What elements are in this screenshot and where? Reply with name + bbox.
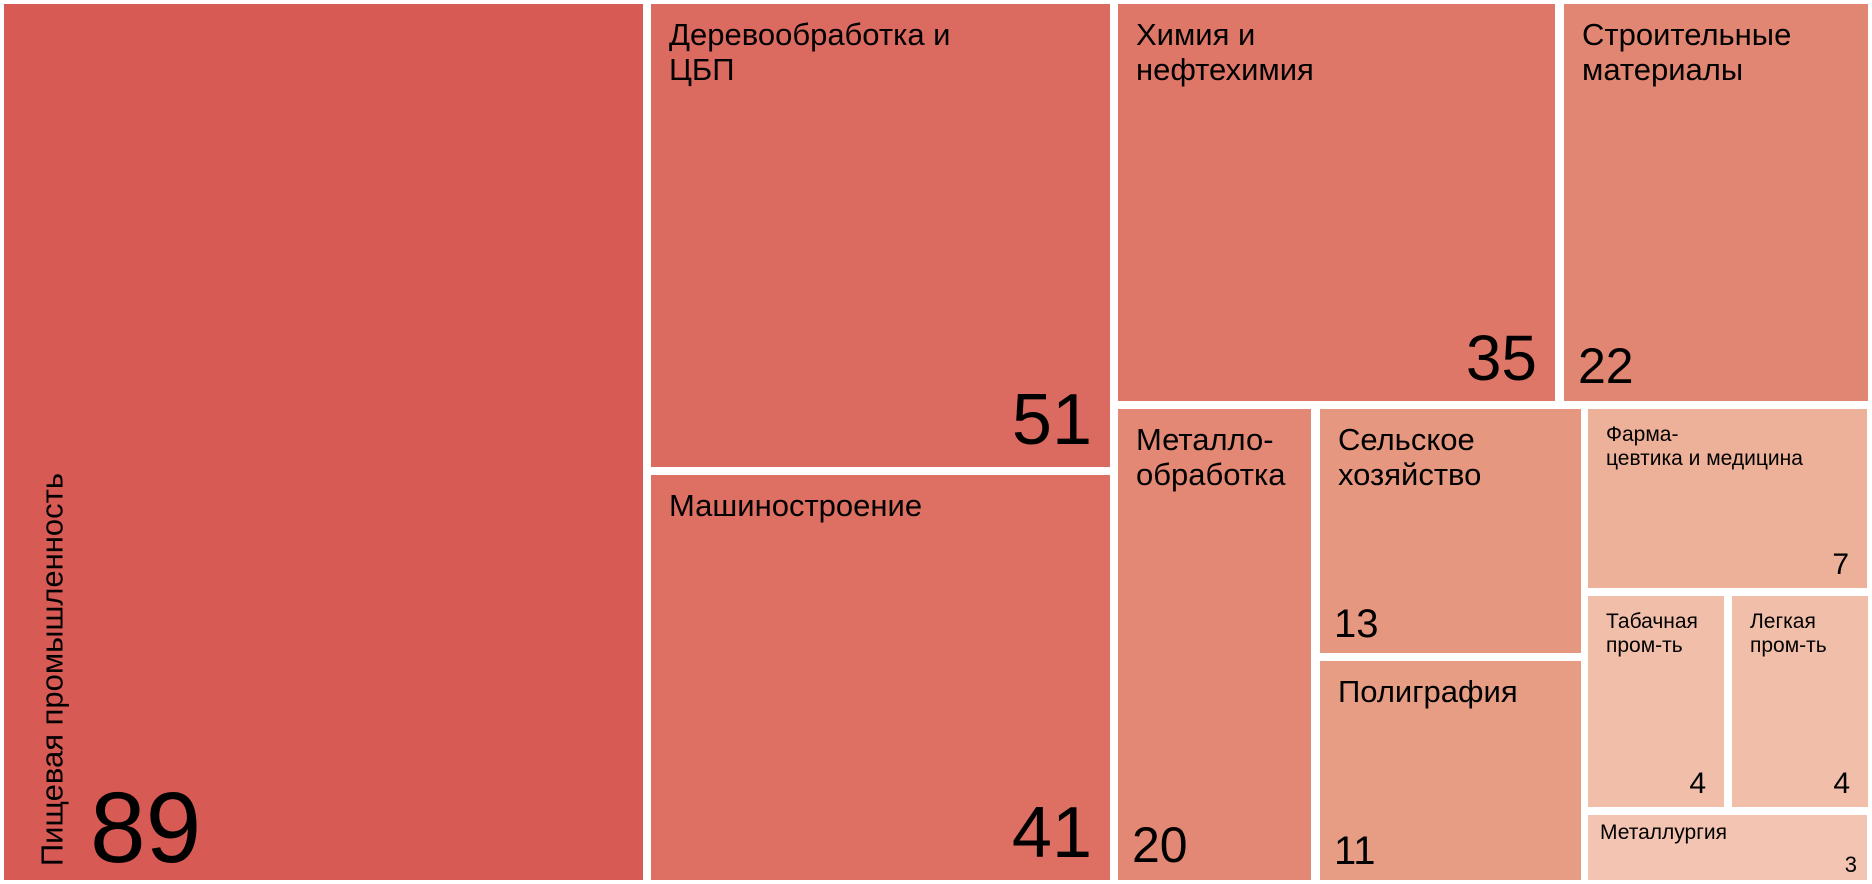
tile-agriculture: Сельскоехозяйство 13 <box>1316 405 1585 657</box>
tile-label: Деревообработка иЦБП <box>669 18 1092 87</box>
tile-pharma: Фарма-цевтика и медицина 7 <box>1584 405 1871 592</box>
tile-value: 3 <box>1845 852 1857 878</box>
tile-label: Легкаяпром-ть <box>1750 610 1850 657</box>
tile-label: Металло-обработка <box>1136 423 1293 492</box>
tile-label: Металлургия <box>1600 821 1855 845</box>
tile-value: 22 <box>1578 337 1634 395</box>
tile-value: 20 <box>1132 816 1188 874</box>
tile-metallurgy: Металлургия 3 <box>1584 811 1871 884</box>
tile-value: 13 <box>1334 602 1379 647</box>
tile-printing: Полиграфия 11 <box>1316 657 1585 884</box>
tile-value: 4 <box>1833 767 1850 801</box>
tile-food: Пищевая промышленность 89 <box>0 0 647 884</box>
tile-value: 35 <box>1466 321 1537 395</box>
tile-label: Строительныематериалы <box>1582 18 1850 87</box>
tile-value: 51 <box>1012 379 1092 461</box>
tile-tobacco: Табачнаяпром-ть 4 <box>1584 592 1728 811</box>
tile-value: 89 <box>90 771 201 884</box>
tile-value: 11 <box>1334 829 1376 874</box>
tile-chemistry: Химия инефтехимия 35 <box>1114 0 1559 405</box>
tile-label: Сельскоехозяйство <box>1338 423 1563 492</box>
tile-light: Легкаяпром-ть 4 <box>1728 592 1872 811</box>
tile-value: 41 <box>1012 792 1092 874</box>
tile-label: Химия инефтехимия <box>1136 18 1537 87</box>
tile-wood: Деревообработка иЦБП 51 <box>647 0 1114 471</box>
tile-label: Полиграфия <box>1338 675 1563 710</box>
tile-metalwork: Металло-обработка 20 <box>1114 405 1315 884</box>
industry-treemap: Пищевая промышленность 89 Деревообработк… <box>0 0 1872 884</box>
tile-value: 4 <box>1689 767 1706 801</box>
tile-machinery: Машиностроение 41 <box>647 471 1114 884</box>
tile-construction: Строительныематериалы 22 <box>1560 0 1872 405</box>
tile-value: 7 <box>1832 548 1849 582</box>
tile-label: Табачнаяпром-ть <box>1606 610 1706 657</box>
tile-label: Фарма-цевтика и медицина <box>1606 423 1849 470</box>
tile-label: Пищевая промышленность <box>37 473 68 866</box>
tile-label: Машиностроение <box>669 489 1092 524</box>
